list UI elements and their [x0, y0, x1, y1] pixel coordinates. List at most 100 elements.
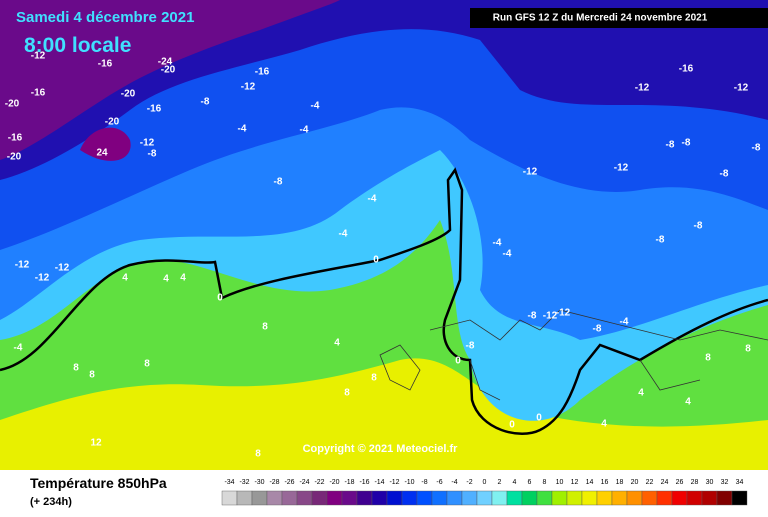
legend-tick-label: 30 — [706, 479, 714, 486]
contour-label: 8 — [371, 373, 377, 384]
footer-title: Température 850hPa — [30, 475, 167, 491]
legend-tick-label: -6 — [436, 479, 442, 486]
legend-tick-label: -24 — [299, 479, 309, 486]
contour-label: -12 — [35, 273, 50, 284]
legend-tick-label: -32 — [239, 479, 249, 486]
legend-swatch — [491, 490, 508, 506]
legend-swatch — [641, 490, 658, 506]
run-box — [470, 8, 768, 28]
contour-label: -4 — [368, 194, 377, 205]
legend-swatch — [341, 490, 358, 506]
legend-swatch — [656, 490, 673, 506]
contour-label: -20 — [161, 65, 176, 76]
legend-tick-label: 16 — [601, 479, 609, 486]
legend-swatch — [236, 490, 253, 506]
legend-tick-label: -4 — [451, 479, 457, 486]
contour-label: 4 — [180, 273, 186, 284]
legend-tick-label: 20 — [631, 479, 639, 486]
legend-tick-label: 0 — [483, 479, 487, 486]
contour-label: -20 — [7, 152, 22, 163]
legend-swatch — [671, 490, 688, 506]
contour-label: 8 — [73, 363, 79, 374]
legend-tick-label: 6 — [528, 479, 532, 486]
contour-label: -16 — [255, 67, 270, 78]
contour-label: 12 — [90, 438, 102, 449]
contour-label: -8 — [593, 324, 602, 335]
legend-swatch — [551, 490, 568, 506]
legend-tick-label: -8 — [421, 479, 427, 486]
footer-lead: (+ 234h) — [30, 496, 72, 508]
field-purple — [0, 0, 340, 160]
legend-tick-label: -14 — [374, 479, 384, 486]
contour-label: -16 — [31, 88, 46, 99]
legend-swatch — [566, 490, 583, 506]
contour-label: -8 — [656, 235, 665, 246]
contour-label: -20 — [5, 99, 20, 110]
zero-isotherm — [0, 167, 768, 435]
contour-label: 8 — [705, 353, 711, 364]
contour-label: -8 — [274, 177, 283, 188]
legend-tick-label: 32 — [721, 479, 729, 486]
legend-swatch — [401, 490, 418, 506]
contour-label: -20 — [105, 117, 120, 128]
legend-tick-label: 24 — [661, 479, 669, 486]
coastlines — [379, 309, 768, 401]
contour-label: -4 — [503, 249, 512, 260]
legend-swatch — [416, 490, 433, 506]
legend-tick-label: -16 — [359, 479, 369, 486]
legend-swatch — [431, 490, 448, 506]
legend-swatch — [581, 490, 598, 506]
contour-label: 0 — [373, 255, 379, 266]
legend-tick-label: 14 — [586, 479, 594, 486]
contour-label: -12 — [614, 163, 629, 174]
contour-label: -20 — [121, 89, 136, 100]
legend-swatch — [296, 490, 313, 506]
contour-label: -4 — [493, 238, 502, 249]
legend-swatch — [326, 490, 343, 506]
legend-swatch — [731, 490, 748, 506]
contour-label: -8 — [720, 169, 729, 180]
legend-tick-label: 28 — [691, 479, 699, 486]
legend-tick-label: -28 — [269, 479, 279, 486]
contour-label: 4 — [685, 397, 691, 408]
contour-label: -4 — [311, 101, 320, 112]
contour-label: -8 — [694, 221, 703, 232]
legend-swatch — [716, 490, 733, 506]
run-info: Run GFS 12 Z du Mercredi 24 novembre 202… — [493, 13, 708, 24]
contour-label: -4 — [339, 229, 348, 240]
legend-tick-label: 12 — [571, 479, 579, 486]
legend-tick-label: 18 — [616, 479, 624, 486]
contour-label: 4 — [163, 274, 169, 285]
contour-label: -8 — [528, 311, 537, 322]
contour-label: -12 — [734, 83, 749, 94]
contour-label: -12 — [140, 138, 155, 149]
legend-swatch — [596, 490, 613, 506]
contour-label: 0 — [455, 356, 461, 367]
contour-label: 8 — [344, 388, 350, 399]
contour-label: 8 — [144, 359, 150, 370]
legend-swatch — [281, 490, 298, 506]
contour-label: -4 — [620, 317, 629, 328]
contour-label: 0 — [536, 413, 542, 424]
legend-swatch — [266, 490, 283, 506]
legend-tick-label: 8 — [543, 479, 547, 486]
valid-date: Samedi 4 décembre 2021 — [16, 9, 194, 26]
field-cold-core — [80, 127, 131, 161]
contour-label: 8 — [89, 370, 95, 381]
legend-tick-label: -2 — [466, 479, 472, 486]
legend-swatch — [506, 490, 523, 506]
legend-tick-label: 26 — [676, 479, 684, 486]
legend-swatch — [371, 490, 388, 506]
legend-tick-label: 2 — [498, 479, 502, 486]
legend-tick-label: -22 — [314, 479, 324, 486]
legend-tick-label: 22 — [646, 479, 654, 486]
contour-label: -12 — [15, 260, 30, 271]
contour-label: -8 — [148, 149, 157, 160]
legend-swatch — [356, 490, 373, 506]
contour-label: -8 — [752, 143, 761, 154]
legend-tick-label: -26 — [284, 479, 294, 486]
contour-label: -12 — [55, 263, 70, 274]
contour-label: -8 — [201, 97, 210, 108]
contour-label: -8 — [666, 140, 675, 151]
